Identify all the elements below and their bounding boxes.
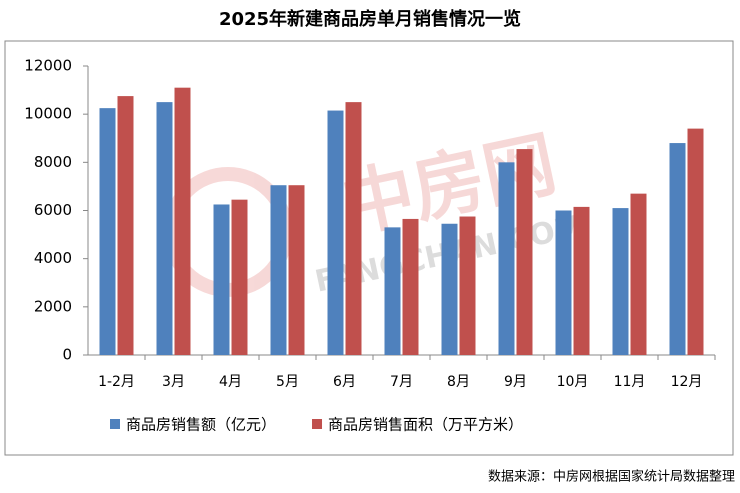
- x-tick-label: 5月: [276, 374, 299, 390]
- bar: [117, 96, 134, 356]
- chart-title: 2025年新建商品房单月销售情况一览: [219, 8, 521, 30]
- source-note: 数据来源：中房网根据国家统计局数据整理: [488, 469, 735, 485]
- x-tick-label: 7月: [390, 374, 413, 390]
- bar: [498, 162, 515, 355]
- bar: [384, 227, 401, 355]
- y-tick-label: 8000: [34, 153, 72, 171]
- bar: [669, 143, 686, 355]
- x-tick-label: 12月: [671, 374, 703, 390]
- bar: [288, 185, 305, 355]
- legend-swatch: [110, 419, 120, 429]
- bar: [402, 218, 419, 355]
- x-tick-label: 9月: [504, 374, 527, 390]
- bar: [516, 149, 533, 355]
- bar: [213, 204, 230, 355]
- y-tick-label: 6000: [34, 201, 72, 219]
- bar: [441, 223, 458, 355]
- x-tick-label: 3月: [162, 374, 185, 390]
- x-tick-label: 4月: [219, 374, 242, 390]
- bar: [459, 216, 476, 355]
- y-tick-label: 10000: [24, 105, 72, 123]
- bar: [630, 193, 647, 355]
- y-tick-label: 12000: [24, 57, 72, 75]
- x-tick-label: 8月: [447, 374, 470, 390]
- x-tick-label: 10月: [557, 374, 589, 390]
- y-tick-label: 0: [62, 346, 72, 364]
- y-tick-label: 2000: [34, 297, 72, 315]
- bar: [156, 102, 173, 355]
- bar: [345, 102, 362, 355]
- bar: [99, 108, 116, 355]
- y-tick-label: 4000: [34, 249, 72, 267]
- chart-frame: [4, 40, 734, 456]
- bar: [231, 199, 248, 355]
- bar: [270, 185, 287, 355]
- bar: [573, 206, 590, 355]
- x-tick-label: 6月: [333, 374, 356, 390]
- bar: [612, 208, 629, 355]
- bar: [555, 210, 572, 355]
- legend-swatch: [312, 419, 323, 429]
- x-tick-label: 11月: [614, 374, 646, 390]
- legend-label: 商品房销售额（亿元）: [126, 416, 276, 434]
- legend-label: 商品房销售面积（万平方米）: [328, 416, 523, 434]
- bar: [327, 110, 344, 355]
- x-tick-label: 1-2月: [98, 374, 135, 390]
- bar: [174, 87, 191, 356]
- bar: [687, 128, 704, 355]
